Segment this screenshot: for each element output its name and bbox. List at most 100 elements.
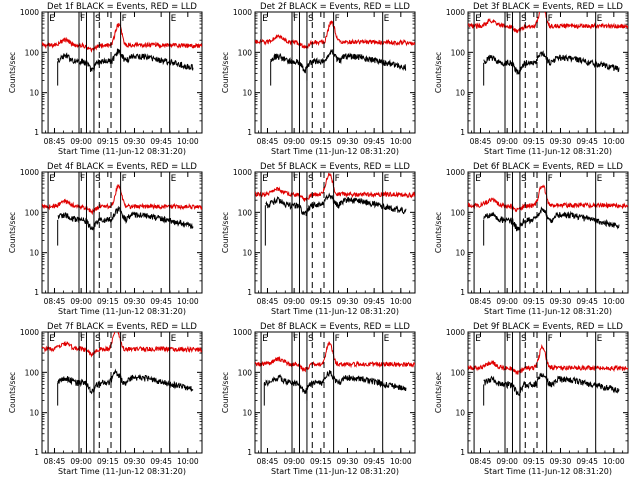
x-tick-label: 09:30 [550,137,572,146]
x-tick-label: 09:15 [97,457,119,466]
y-tick-label: 100 [238,48,253,57]
x-tick-label: 08:45 [470,457,492,466]
y-tick-label: 10 [242,249,252,258]
event-marker-label: E [171,174,177,184]
y-axis-label: Counts/sec [434,212,443,253]
x-tick-label: 09:00 [70,457,92,466]
event-marker-label: E [49,14,55,24]
y-tick-label: 1000 [20,328,39,337]
y-tick-label: 100 [25,208,40,217]
y-tick-label: 1 [460,448,465,457]
event-marker-label: F [548,14,553,24]
y-tick-label: 1000 [233,328,252,337]
event-marker-label: F [80,14,85,24]
chart-title: Det 8f BLACK = Events, RED = LLD [260,322,410,332]
x-tick-label: 09:00 [70,297,92,306]
y-tick-label: 10 [29,249,39,258]
event-marker-label: F [80,334,85,344]
chart-title: Det 5f BLACK = Events, RED = LLD [260,162,410,172]
y-tick-label: 1 [34,128,39,137]
lld-series-line [255,341,415,373]
y-axis-label: Counts/sec [221,372,230,413]
event-marker-label: S [521,334,527,344]
x-tick-label: 09:45 [363,457,385,466]
x-tick-label: 09:15 [97,137,119,146]
y-tick-label: 100 [25,48,40,57]
x-tick-label: 09:00 [283,457,305,466]
event-marker-label: E [475,174,481,184]
y-tick-label: 100 [238,368,253,377]
y-tick-label: 1 [247,128,252,137]
event-marker-label: F [122,14,127,24]
lld-series-line [468,184,628,213]
event-marker-label: F [122,334,127,344]
y-axis-label: Counts/sec [8,212,17,253]
y-tick-label: 10 [29,409,39,418]
y-tick-label: 100 [238,208,253,217]
event-marker-label: E [597,174,603,184]
x-axis-label: Start Time (11-Jun-12 08:31:20) [484,307,612,316]
event-marker-label: S [521,174,527,184]
x-tick-label: 09:15 [97,297,119,306]
event-marker-label: F [506,174,511,184]
x-tick-label: 09:30 [337,457,359,466]
event-marker-label: S [521,14,527,24]
chart-title: Det 3f BLACK = Events, RED = LLD [473,2,623,12]
events-series-line [263,370,407,394]
events-series-line [265,192,407,217]
x-tick-label: 08:45 [257,297,279,306]
event-marker-label: F [335,14,340,24]
y-tick-label: 1000 [446,328,465,337]
event-marker-label: E [49,334,55,344]
chart-title: Det 1f BLACK = Events, RED = LLD [47,2,197,12]
chart-title: Det 6f BLACK = Events, RED = LLD [473,162,623,172]
plot-frame [41,11,203,134]
x-tick-label: 10:00 [603,137,625,146]
x-tick-label: 09:00 [283,297,305,306]
event-marker-label: E [597,14,603,24]
event-marker-label: E [384,174,390,184]
chart-panel-4: Det 4f BLACK = Events, RED = LLD 1 10 100 10… [8,162,203,316]
lld-series-line [42,332,202,358]
lld-series-line [42,184,202,216]
x-tick-label: 09:15 [310,297,332,306]
lld-series-line [255,172,415,202]
event-marker-label: F [548,174,553,184]
x-tick-label: 09:30 [124,137,146,146]
x-tick-label: 09:45 [576,457,598,466]
x-tick-label: 09:45 [150,297,172,306]
event-marker-label: F [293,174,298,184]
y-axis-label: Counts/sec [8,372,17,413]
x-tick-label: 09:00 [283,137,305,146]
x-tick-label: 08:45 [44,457,66,466]
event-marker-label: E [171,334,177,344]
x-tick-label: 09:30 [124,297,146,306]
events-series-line [57,48,194,73]
event-marker-label: E [475,14,481,24]
y-tick-label: 1 [247,448,252,457]
x-axis-label: Start Time (11-Jun-12 08:31:20) [271,307,399,316]
x-tick-label: 09:30 [550,297,572,306]
x-tick-label: 09:15 [310,137,332,146]
x-tick-label: 09:15 [523,137,545,146]
event-marker-label: F [506,14,511,24]
chart-panel-5: Det 5f BLACK = Events, RED = LLD 1 10 100 10… [221,162,416,316]
x-tick-label: 09:30 [124,457,146,466]
x-tick-label: 09:30 [337,137,359,146]
event-marker-label: S [95,334,101,344]
plot-frame [467,331,629,454]
event-marker-label: S [95,14,101,24]
x-tick-label: 09:00 [70,137,92,146]
y-tick-label: 10 [455,409,465,418]
event-marker-label: F [548,334,553,344]
events-series-line [270,49,407,74]
event-marker-label: S [308,14,314,24]
y-tick-label: 1 [34,448,39,457]
plot-frame [254,171,416,294]
event-marker-label: E [262,174,268,184]
x-axis-label: Start Time (11-Jun-12 08:31:20) [58,467,186,476]
x-tick-label: 09:00 [496,297,518,306]
event-marker-label: F [506,334,511,344]
y-tick-label: 1 [460,288,465,297]
